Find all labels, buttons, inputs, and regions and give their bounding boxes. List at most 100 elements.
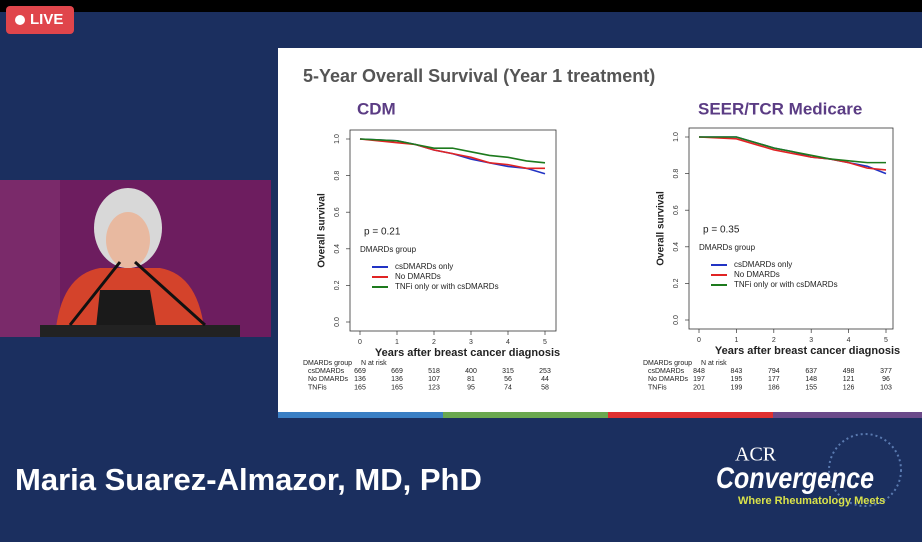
- legend-label: TNFi only or with csDMARDs: [395, 282, 499, 291]
- annotation: p = 0.21: [364, 227, 401, 238]
- plot-frame: [688, 127, 894, 330]
- x-tick-label: 5: [884, 337, 888, 344]
- x-tick-label: 0: [358, 339, 362, 346]
- stripe: [773, 412, 922, 418]
- risk-value: 498: [843, 368, 855, 375]
- y-tick-label: 0.2: [334, 280, 341, 290]
- risk-value: 197: [693, 376, 705, 383]
- risk-value: 165: [354, 384, 366, 391]
- slide-title: 5-Year Overall Survival (Year 1 treatmen…: [303, 66, 655, 86]
- risk-value: 186: [768, 384, 780, 391]
- legend-label: TNFi only or with csDMARDs: [734, 280, 838, 289]
- logo-name: Convergence: [716, 462, 874, 495]
- risk-value: 843: [731, 368, 743, 375]
- x-tick-label: 2: [772, 337, 776, 344]
- risk-value: 165: [391, 384, 403, 391]
- x-tick-label: 4: [506, 339, 510, 346]
- logo-tagline: Where Rheumatology Meets: [738, 495, 885, 507]
- live-dot: [15, 15, 25, 25]
- risk-value: 56: [504, 376, 512, 383]
- legend-label: No DMARDs: [395, 272, 441, 281]
- survival-curve: [699, 136, 886, 164]
- risk-value: 400: [465, 368, 477, 375]
- y-tick-label: 0.4: [673, 242, 680, 252]
- risk-row-label: No DMARDs: [648, 376, 689, 383]
- survival-curve: [698, 136, 887, 171]
- speaker-video: [0, 180, 271, 337]
- x-tick-label: 5: [543, 339, 547, 346]
- risk-row-label: No DMARDs: [308, 376, 349, 383]
- y-axis-label: Overall survival: [656, 191, 667, 266]
- x-tick-label: 3: [809, 337, 813, 344]
- legend-title: DMARDs group: [699, 243, 756, 252]
- x-tick-label: 1: [734, 337, 738, 344]
- legend-title: DMARDs group: [360, 245, 417, 254]
- risk-value: 315: [502, 368, 514, 375]
- risk-value: 107: [428, 376, 440, 383]
- risk-header: N at risk: [361, 360, 387, 367]
- speaker-name: Maria Suarez-Almazor, MD, PhD: [15, 462, 482, 497]
- risk-value: 848: [693, 368, 705, 375]
- x-axis-label: Years after breast cancer diagnosis: [715, 345, 900, 357]
- y-tick-label: 1.0: [334, 134, 341, 144]
- risk-value: 155: [805, 384, 817, 391]
- risk-value: 44: [541, 376, 549, 383]
- risk-value: 103: [880, 384, 892, 391]
- x-tick-label: 3: [469, 339, 473, 346]
- risk-value: 136: [391, 376, 403, 383]
- risk-value: 96: [882, 376, 890, 383]
- stripe: [608, 412, 773, 418]
- x-tick-label: 1: [395, 339, 399, 346]
- stripe: [278, 412, 443, 418]
- risk-value: 253: [539, 368, 551, 375]
- legend-label: No DMARDs: [734, 270, 780, 279]
- risk-value: 95: [467, 384, 475, 391]
- survival-curve: [359, 138, 545, 170]
- risk-row-label: csDMARDs: [648, 368, 685, 375]
- x-axis-label: Years after breast cancer diagnosis: [375, 347, 560, 359]
- y-tick-label: 0.4: [334, 244, 341, 254]
- y-tick-label: 0.8: [334, 171, 341, 181]
- top-bar: [0, 0, 922, 12]
- risk-value: 199: [731, 384, 743, 391]
- x-tick-label: 0: [697, 337, 701, 344]
- risk-row-label: TNFis: [648, 384, 667, 391]
- risk-row-label: csDMARDs: [308, 368, 345, 375]
- risk-value: 669: [354, 368, 366, 375]
- risk-value: 177: [768, 376, 780, 383]
- risk-value: 123: [428, 384, 440, 391]
- plot-frame: [349, 129, 557, 332]
- risk-value: 518: [428, 368, 440, 375]
- y-tick-label: 0.2: [673, 278, 680, 288]
- risk-value: 81: [467, 376, 475, 383]
- chart-title: CDM: [357, 99, 396, 118]
- risk-value: 195: [731, 376, 743, 383]
- risk-value: 377: [880, 368, 892, 375]
- x-tick-label: 2: [432, 339, 436, 346]
- stripe: [443, 412, 608, 418]
- y-tick-label: 1.0: [673, 132, 680, 142]
- risk-value: 794: [768, 368, 780, 375]
- annotation: p = 0.35: [703, 225, 740, 236]
- y-tick-label: 0.0: [334, 317, 341, 327]
- risk-value: 74: [504, 384, 512, 391]
- live-badge[interactable]: [6, 6, 74, 34]
- live-text: LIVE: [30, 11, 63, 28]
- chart-title: SEER/TCR Medicare: [698, 99, 862, 118]
- risk-value: 126: [843, 384, 855, 391]
- y-tick-label: 0.6: [673, 205, 680, 215]
- risk-value: 637: [805, 368, 817, 375]
- legend-label: csDMARDs only: [734, 260, 792, 269]
- risk-value: 201: [693, 384, 705, 391]
- y-tick-label: 0.8: [673, 169, 680, 179]
- slide: [278, 48, 922, 418]
- risk-header: DMARDs group: [643, 360, 692, 367]
- risk-header: N at risk: [701, 360, 727, 367]
- risk-value: 148: [805, 376, 817, 383]
- survival-curve: [359, 138, 546, 164]
- y-tick-label: 0.0: [673, 315, 680, 325]
- y-axis-label: Overall survival: [317, 193, 328, 268]
- risk-value: 58: [541, 384, 549, 391]
